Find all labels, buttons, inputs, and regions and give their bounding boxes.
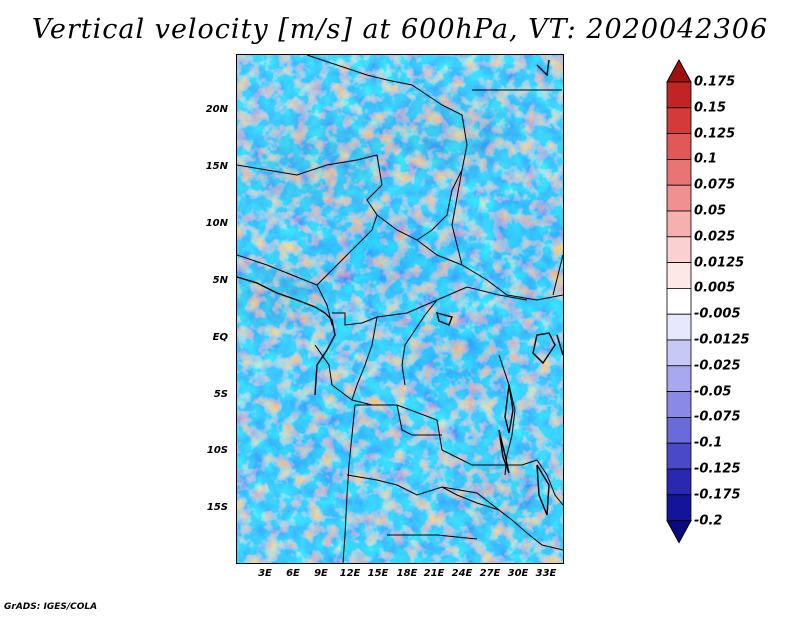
colorbar-label: 0.0125 [694, 255, 745, 271]
field-texture [237, 55, 563, 563]
colorbar-box [666, 416, 692, 444]
lat-label: EQ [212, 332, 228, 343]
colorbar-arrow-bottom [666, 520, 692, 544]
colorbar-label: -0.0125 [694, 332, 750, 348]
colorbar-label: 0.05 [694, 203, 727, 219]
colorbar-label: -0.2 [694, 513, 723, 529]
colorbar-box [666, 159, 692, 186]
lat-label: 10N [205, 218, 228, 229]
lon-label: 9E [314, 568, 328, 579]
colorbar-label: 0.005 [694, 280, 736, 296]
map-panel[interactable] [236, 54, 564, 564]
colorbar-box [666, 365, 692, 392]
lat-label: 10S [206, 445, 228, 456]
colorbar-label: 0.175 [694, 74, 736, 90]
colorbar-label: 0.15 [694, 100, 727, 116]
colorbar-box [666, 210, 692, 238]
lat-label: 5S [213, 389, 228, 400]
footer-credit: GrADS: IGES/COLA [4, 602, 98, 612]
colorbar-label: -0.175 [694, 487, 741, 503]
colorbar [666, 58, 692, 544]
colorbar-box [666, 262, 692, 289]
lat-label: 5N [212, 275, 228, 286]
colorbar-box [666, 133, 692, 160]
colorbar-box [666, 81, 692, 109]
colorbar-label: -0.1 [694, 435, 723, 451]
colorbar-label: 0.1 [694, 151, 718, 167]
colorbar-label: -0.005 [694, 306, 741, 322]
colorbar-box [666, 339, 692, 367]
colorbar-label: 0.125 [694, 126, 736, 142]
lon-label: 15E [367, 568, 389, 579]
chart-title: Vertical velocity [m/s] at 600hPa, VT: 2… [31, 14, 769, 45]
lon-label: 6E [286, 568, 300, 579]
map-svg [237, 55, 563, 563]
colorbar-box [666, 236, 692, 264]
colorbar-box [666, 468, 692, 496]
colorbar-box [666, 287, 692, 315]
lat-label: 20N [205, 104, 228, 115]
country-borders [237, 55, 563, 563]
lon-label: 24E [451, 568, 473, 579]
lon-label: 33E [535, 568, 557, 579]
colorbar-label: 0.025 [694, 229, 736, 245]
lon-label: 21E [423, 568, 445, 579]
colorbar-box [666, 494, 692, 521]
colorbar-box [666, 313, 692, 341]
colorbar-arrow-top [666, 58, 692, 83]
lon-label: 12E [339, 568, 361, 579]
colorbar-label: -0.025 [694, 358, 741, 374]
lat-label: 15S [206, 502, 228, 513]
colorbar-label: -0.075 [694, 409, 741, 425]
lon-label: 27E [479, 568, 501, 579]
coastlines-and-lakes [237, 59, 563, 516]
lon-label: 30E [507, 568, 529, 579]
lon-label: 18E [396, 568, 418, 579]
colorbar-box [666, 391, 692, 418]
colorbar-label: -0.05 [694, 384, 732, 400]
colorbar-box [666, 442, 692, 470]
colorbar-box [666, 107, 692, 134]
lon-label: 3E [258, 568, 272, 579]
colorbar-label: 0.075 [694, 177, 736, 193]
colorbar-box [666, 184, 692, 212]
colorbar-label: -0.125 [694, 461, 741, 477]
lat-label: 15N [205, 161, 228, 172]
